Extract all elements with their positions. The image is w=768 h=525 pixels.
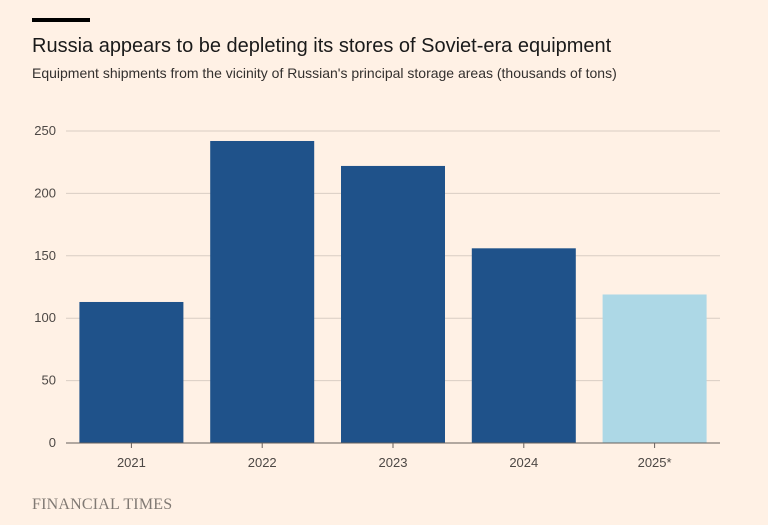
y-tick-label: 250 [34, 123, 56, 138]
bars [79, 140, 707, 443]
bar-2022 [210, 140, 315, 443]
y-tick-label: 50 [42, 373, 56, 388]
chart-subtitle: Equipment shipments from the vicinity of… [32, 65, 617, 81]
bar-2024 [471, 248, 576, 443]
bar-2023 [341, 165, 445, 443]
x-tick-label: 2024 [509, 455, 538, 470]
bar-2025 [602, 294, 707, 443]
x-axis-ticks: 2021 2022 2023 2024 2025* [66, 442, 720, 470]
y-tick-label: 100 [34, 310, 56, 325]
x-tick-label: 2021 [117, 455, 146, 470]
x-tick-label: 2025* [638, 455, 672, 470]
y-tick-label: 200 [34, 185, 56, 200]
bar-2021 [79, 301, 184, 443]
chart-title: Russia appears to be depleting its store… [32, 35, 612, 57]
x-tick-label: 2022 [248, 455, 277, 470]
header-rule [32, 18, 90, 22]
x-tick-label: 2023 [379, 455, 408, 470]
y-tick-label: 150 [34, 248, 56, 263]
y-tick-label: 0 [49, 435, 56, 450]
y-axis-ticks: 0 50 100 150 200 250 [34, 123, 56, 450]
financial-times-logo: FINANCIAL TIMES [32, 496, 173, 513]
